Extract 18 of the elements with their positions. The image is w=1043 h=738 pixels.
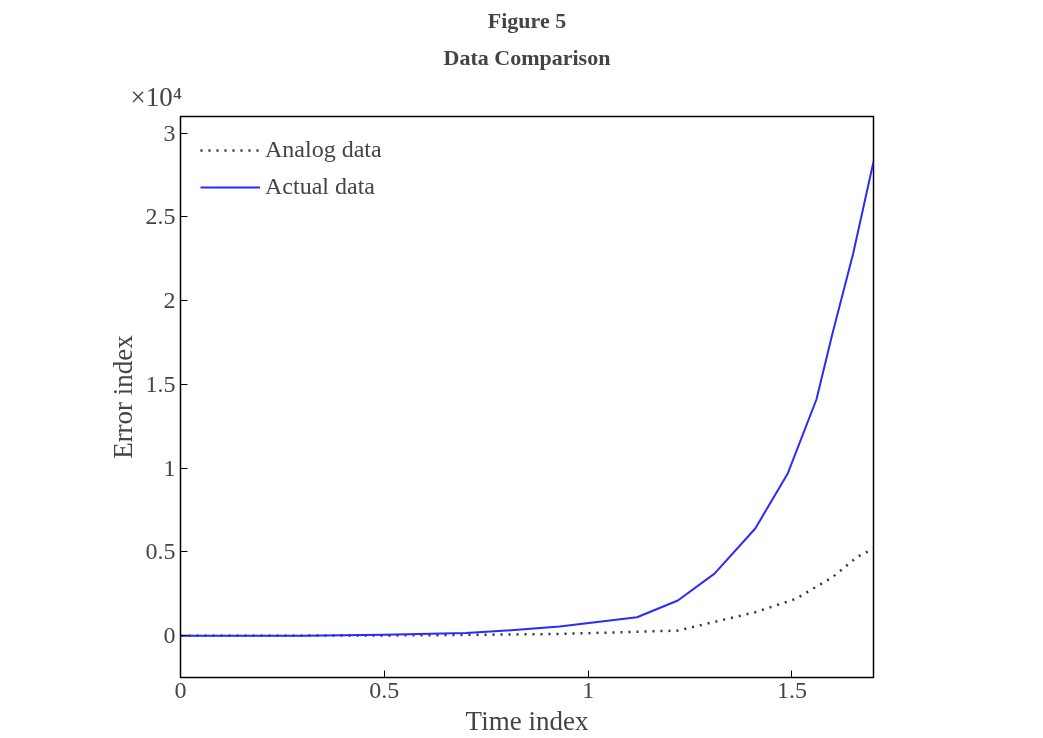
x-tick-label: 1 [582,676,595,703]
y-tick-label: 1.5 [145,370,176,397]
y-tick-label: 2.5 [145,203,176,230]
y-tick-label: 0 [163,622,176,649]
y-tick-label: 1 [163,454,176,481]
y-tick-label: 2 [163,287,176,314]
y-axis-title: Error index [107,334,138,459]
y-tick-label: 3 [163,119,176,146]
chart-subtitle: Data Comparison [443,44,611,70]
chart-title: Figure 5 [487,7,567,33]
legend-label: Actual data [265,173,375,200]
line-series [180,160,874,637]
legend-label: Analog data [265,136,382,163]
x-axis-title: Time index [465,705,589,736]
y-tick-label: 0.5 [145,538,176,565]
x-tick-label: 0.5 [369,676,400,703]
text: ×10⁴ [130,81,183,112]
x-tick-label: 1.5 [776,676,807,703]
